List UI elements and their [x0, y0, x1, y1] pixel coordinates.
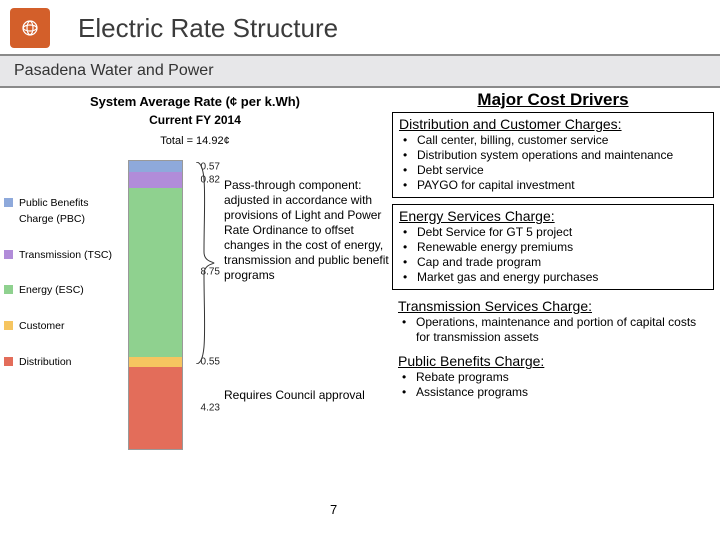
bullet-icon: •: [403, 133, 417, 148]
driver-list-text: Distribution system operations and maint…: [417, 148, 673, 163]
bullet-icon: •: [402, 385, 416, 400]
driver-list-item: •Renewable energy premiums: [403, 240, 707, 255]
bar-segment-value: 8.75: [201, 267, 220, 278]
org-subtitle: Pasadena Water and Power: [0, 56, 720, 86]
bar-segment: 8.75: [129, 188, 182, 357]
driver-list-item: •PAYGO for capital investment: [403, 178, 707, 193]
driver-list-text: PAYGO for capital investment: [417, 178, 575, 193]
driver-list: •Call center, billing, customer service•…: [399, 133, 707, 193]
driver-list-item: •Debt service: [403, 163, 707, 178]
chart-total-label: Total = 14.92¢: [0, 127, 390, 149]
driver-list: •Rebate programs•Assistance programs: [398, 370, 708, 400]
bar-segment-value: 0.82: [201, 174, 220, 185]
bar-segment-value: 0.55: [201, 357, 220, 368]
page-title: Electric Rate Structure: [78, 13, 338, 44]
bar-segment: 0.82: [129, 172, 182, 188]
legend-label: Customer: [19, 319, 65, 335]
bullet-icon: •: [403, 225, 417, 240]
bullet-icon: •: [403, 148, 417, 163]
bar-segment: 0.55: [129, 357, 182, 368]
bar-segment: 4.23: [129, 367, 182, 449]
bullet-icon: •: [403, 163, 417, 178]
driver-list-text: Debt Service for GT 5 project: [417, 225, 572, 240]
logo-icon: [10, 8, 50, 48]
driver-list-item: •Operations, maintenance and portion of …: [402, 315, 708, 345]
driver-list-text: Debt service: [417, 163, 484, 178]
driver-list-text: Renewable energy premiums: [417, 240, 573, 255]
bullet-icon: •: [403, 270, 417, 285]
legend-swatch: [4, 285, 13, 294]
legend-label: Transmission (TSC): [19, 248, 112, 264]
driver-list: •Debt Service for GT 5 project•Renewable…: [399, 225, 707, 285]
chart-fy-label: Current FY 2014: [0, 109, 390, 127]
legend-label: Distribution: [19, 355, 72, 371]
driver-section-heading: Public Benefits Charge:: [398, 353, 708, 369]
driver-list-text: Operations, maintenance and portion of c…: [416, 315, 708, 345]
chart-title: System Average Rate (¢ per k.Wh): [0, 88, 390, 109]
driver-section: Transmission Services Charge:•Operations…: [392, 296, 714, 347]
bullet-icon: •: [402, 370, 416, 385]
bullet-icon: •: [403, 255, 417, 270]
content-area: System Average Rate (¢ per k.Wh) Current…: [0, 88, 720, 528]
bar-segment: 0.57: [129, 161, 182, 172]
driver-list-item: •Assistance programs: [402, 385, 708, 400]
annotation-passthrough: Pass-through component: adjusted in acco…: [224, 178, 389, 283]
legend-swatch: [4, 250, 13, 259]
bullet-icon: •: [403, 240, 417, 255]
driver-list-item: •Market gas and energy purchases: [403, 270, 707, 285]
legend-item: Customer: [4, 319, 122, 335]
legend-item: Transmission (TSC): [4, 248, 122, 264]
legend-swatch: [4, 198, 13, 207]
driver-list-item: •Distribution system operations and main…: [403, 148, 707, 163]
driver-section: Distribution and Customer Charges:•Call …: [392, 112, 714, 198]
driver-section-heading: Energy Services Charge:: [399, 208, 707, 224]
driver-list-text: Cap and trade program: [417, 255, 541, 270]
drivers-title: Major Cost Drivers: [392, 90, 714, 110]
legend-item: Energy (ESC): [4, 283, 122, 299]
curly-brace-icon: [194, 162, 216, 364]
stacked-bar: 0.570.828.750.554.23: [128, 160, 183, 450]
driver-list: •Operations, maintenance and portion of …: [398, 315, 708, 345]
driver-list-item: •Call center, billing, customer service: [403, 133, 707, 148]
driver-section-heading: Transmission Services Charge:: [398, 298, 708, 314]
bullet-icon: •: [403, 178, 417, 193]
legend-label: Energy (ESC): [19, 283, 84, 299]
chart-legend: Public Benefits Charge (PBC) Transmission…: [4, 196, 122, 391]
bullet-icon: •: [402, 315, 416, 345]
legend-item: Distribution: [4, 355, 122, 371]
bar-segment-value: 4.23: [201, 403, 220, 414]
driver-section-heading: Distribution and Customer Charges:: [399, 116, 707, 132]
legend-swatch: [4, 321, 13, 330]
driver-list-text: Assistance programs: [416, 385, 528, 400]
page-number: 7: [330, 502, 337, 517]
chart-panel: System Average Rate (¢ per k.Wh) Current…: [0, 88, 390, 528]
legend-swatch: [4, 357, 13, 366]
driver-list-text: Call center, billing, customer service: [417, 133, 608, 148]
driver-section: Energy Services Charge:•Debt Service for…: [392, 204, 714, 290]
driver-list-item: •Rebate programs: [402, 370, 708, 385]
legend-item: Public Benefits Charge (PBC): [4, 196, 122, 228]
driver-list-item: •Cap and trade program: [403, 255, 707, 270]
slide-header: Electric Rate Structure: [0, 0, 720, 54]
bar-segment-value: 0.57: [201, 161, 220, 172]
driver-list-item: •Debt Service for GT 5 project: [403, 225, 707, 240]
driver-list-text: Market gas and energy purchases: [417, 270, 598, 285]
legend-label: Public Benefits Charge (PBC): [19, 196, 122, 228]
driver-list-text: Rebate programs: [416, 370, 509, 385]
driver-section: Public Benefits Charge:•Rebate programs•…: [392, 351, 714, 402]
annotation-council: Requires Council approval: [224, 388, 389, 403]
cost-drivers-panel: Major Cost Drivers Distribution and Cust…: [392, 90, 714, 406]
